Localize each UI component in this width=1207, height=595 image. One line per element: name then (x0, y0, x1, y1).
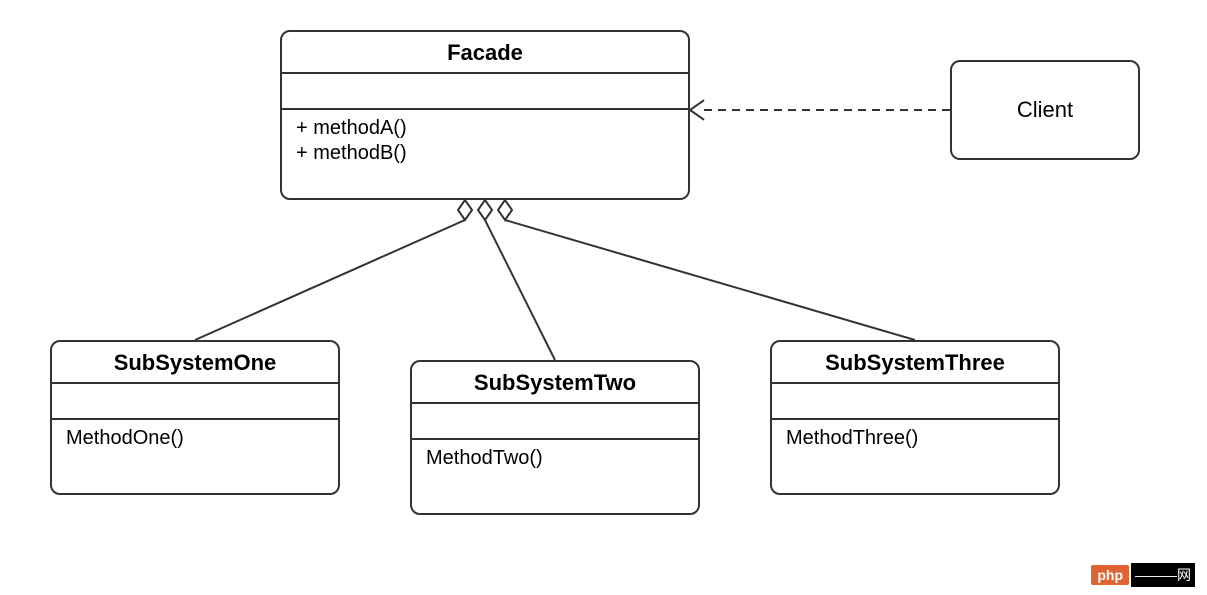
subsystem-one-class-box: SubSystemOne MethodOne() (50, 340, 340, 495)
client-class-box: Client (950, 60, 1140, 160)
facade-class-box: Facade + methodA() + methodB() (280, 30, 690, 200)
watermark: php ———网 (1091, 563, 1195, 587)
facade-method: + methodB() (296, 141, 674, 166)
facade-class-name: Facade (282, 32, 688, 74)
subsystem-methods-section: MethodTwo() (412, 440, 698, 477)
subsystem-methods-section: MethodThree() (772, 420, 1058, 457)
subsystem-class-name: SubSystemThree (772, 342, 1058, 384)
subsystem-class-name: SubSystemOne (52, 342, 338, 384)
subsystem-method: MethodThree() (786, 426, 1044, 451)
subsystem-three-class-box: SubSystemThree MethodThree() (770, 340, 1060, 495)
subsystem-attributes-section (772, 384, 1058, 420)
subsystem-attributes-section (412, 404, 698, 440)
facade-methods-section: + methodA() + methodB() (282, 110, 688, 172)
client-class-name: Client (1017, 97, 1073, 123)
watermark-text: ———网 (1131, 563, 1195, 587)
facade-attributes-section (282, 74, 688, 110)
subsystem-two-class-box: SubSystemTwo MethodTwo() (410, 360, 700, 515)
subsystem-class-name: SubSystemTwo (412, 362, 698, 404)
facade-method: + methodA() (296, 116, 674, 141)
watermark-badge: php (1091, 565, 1129, 585)
subsystem-methods-section: MethodOne() (52, 420, 338, 457)
subsystem-method: MethodOne() (66, 426, 324, 451)
subsystem-attributes-section (52, 384, 338, 420)
subsystem-method: MethodTwo() (426, 446, 684, 471)
